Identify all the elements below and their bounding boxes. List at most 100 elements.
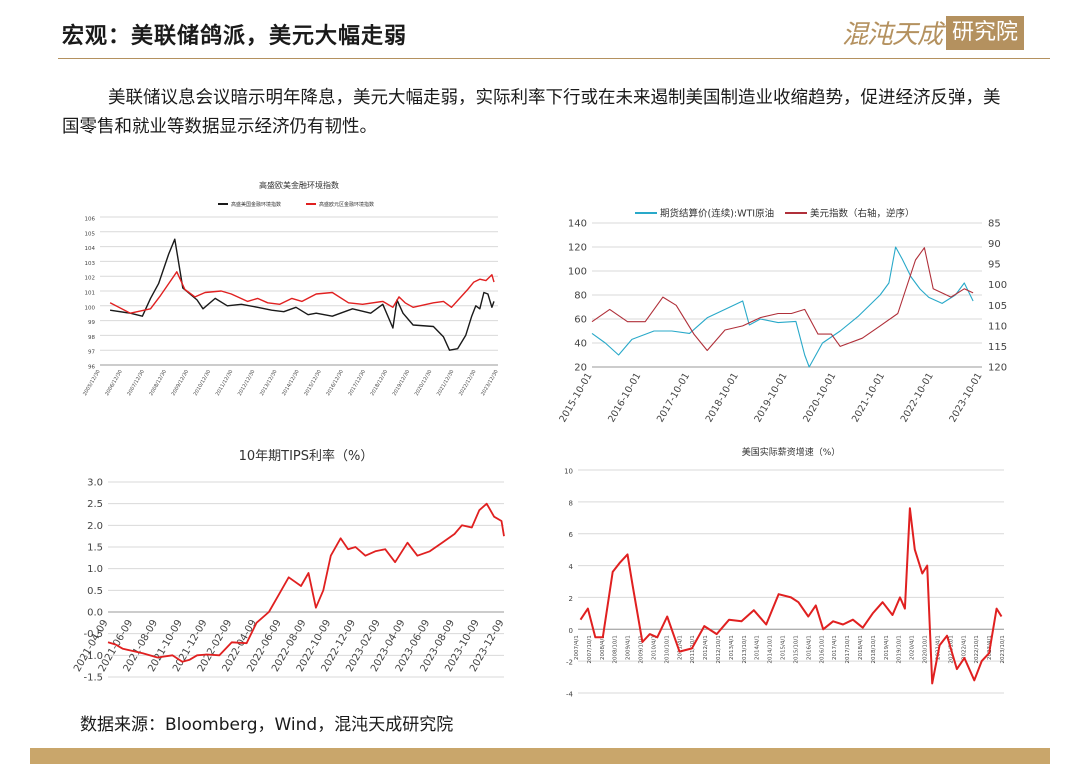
oil-usd-y2-tick: 100 (988, 280, 1007, 291)
wage-x-tick: 2019/10/1 (897, 635, 903, 663)
fci-series-line-1 (109, 238, 495, 351)
tips-y-tick: 2.0 (87, 521, 103, 532)
wage-x-tick: 2022/10/1 (974, 635, 980, 663)
footer-bar (30, 748, 1050, 764)
wage-x-tick: 2012/10/1 (716, 635, 722, 663)
fci-y-tick: 101 (85, 291, 96, 297)
oil-usd-y2-tick: 85 (988, 219, 1001, 230)
fci-legend-label-2: 高盛欧元区金融环境指数 (319, 201, 374, 208)
wage-x-tick: 2022/4/1 (961, 635, 967, 660)
wage-x-tick: 2013/4/1 (729, 635, 735, 660)
wage-x-tick: 2019/4/1 (884, 635, 890, 660)
oil-usd-legend-label-1: 期货结算价(连续):WTI原油 (660, 207, 774, 219)
oil-usd-y2-tick: 115 (988, 342, 1007, 353)
fci-y-tick: 100 (85, 305, 96, 311)
page-title: 宏观：美联储鸽派，美元大幅走弱 (62, 24, 408, 49)
tips-y-tick: 2.5 (87, 499, 103, 510)
wage-x-tick: 2023/10/1 (1000, 635, 1006, 663)
fci-x-tick: 2014/12/30 (281, 369, 301, 397)
wage-x-tick: 2014/4/1 (755, 635, 761, 660)
wage-x-tick: 2010/4/1 (651, 635, 657, 660)
oil-usd-y-tick: 120 (568, 243, 587, 254)
oil-usd-x-tick: 2016-10-01 (606, 371, 643, 424)
fci-x-tick: 2022/12/30 (458, 369, 478, 397)
fci-title: 高盛欧美金融环境指数 (259, 180, 339, 190)
oil-usd-y2-tick: 95 (988, 260, 1001, 271)
wage-x-tick: 2018/4/1 (858, 635, 864, 660)
wage-title: 美国实际薪资增速（%） (742, 446, 841, 458)
brand-logo-script: 混沌天成 (841, 20, 943, 50)
oil-usd-y-tick: 140 (568, 219, 587, 230)
fci-x-tick: 2011/12/30 (215, 369, 235, 397)
wage-x-tick: 2009/4/1 (626, 635, 632, 660)
fci-x-tick: 2017/12/30 (347, 369, 367, 397)
fci-x-tick: 2018/12/30 (370, 369, 390, 397)
fci-x-tick: 2016/12/30 (325, 369, 345, 397)
oil-usd-x-tick: 2022-10-01 (899, 371, 936, 424)
fci-x-tick: 2006/12/30 (104, 369, 124, 397)
wage-x-tick: 2015/10/1 (793, 635, 799, 663)
wage-x-tick: 2017/10/1 (845, 635, 851, 663)
oil-usd-y2-tick: 90 (988, 239, 1001, 250)
fci-x-tick: 2013/12/30 (259, 369, 279, 397)
wage-x-tick: 2016/10/1 (819, 635, 825, 663)
fci-x-tick: 2010/12/30 (193, 369, 213, 397)
oil-usd-y-tick: 40 (574, 339, 587, 350)
wage-x-tick: 2011/4/1 (677, 635, 683, 660)
oil-usd-y-tick: 20 (574, 363, 587, 374)
tips-series-line-1 (107, 502, 505, 663)
oil-usd-x-tick: 2018-10-01 (704, 371, 741, 424)
wage-y-tick: 4 (569, 563, 574, 571)
fci-x-tick: 2007/12/30 (126, 369, 146, 397)
wage-y-tick: 0 (569, 627, 573, 635)
oil-usd-y-tick: 60 (574, 315, 587, 326)
brand-logo-box: 研究院 (945, 15, 1024, 50)
fci-y-tick: 98 (88, 335, 95, 341)
oil-usd-y2-tick: 110 (988, 321, 1007, 332)
oil-usd-y2-tick: 105 (988, 301, 1007, 312)
chart-fci: 高盛欧美金融环境指数106105104103102101100999897962… (82, 180, 500, 397)
tips-y-tick: 1.0 (87, 564, 103, 575)
wage-x-tick: 2013/10/1 (742, 635, 748, 663)
chart-oil-usd: 140 120 100 80 60 40 20 85 90 95 100 105 110 115 120 20… (557, 207, 1007, 424)
fci-y-tick: 105 (85, 231, 96, 237)
wage-y-tick: 6 (569, 531, 574, 539)
wage-x-tick: 2008/10/1 (613, 635, 619, 663)
oil-usd-legend-label-2: 美元指数（右轴，逆序） (810, 207, 915, 219)
oil-usd-series-line-2 (591, 247, 974, 352)
fci-x-tick: 2019/12/30 (392, 369, 412, 397)
wage-series-line-1 (579, 507, 1003, 685)
fci-x-tick: 2008/12/30 (148, 369, 168, 397)
wage-x-tick: 2011/10/1 (690, 635, 696, 663)
wage-x-tick: 2017/4/1 (832, 635, 838, 660)
header-divider (58, 58, 1050, 59)
fci-y-tick: 106 (85, 217, 96, 223)
fci-y-tick: 103 (85, 261, 96, 267)
wage-x-tick: 2012/4/1 (703, 635, 709, 660)
tips-title: 10年期TIPS利率（%） (239, 448, 374, 464)
fci-x-tick: 2005/12/30 (82, 369, 102, 397)
wage-y-tick: 10 (564, 468, 573, 476)
fci-y-tick: 99 (88, 320, 95, 326)
wage-y-tick: 8 (569, 499, 573, 507)
fci-x-tick: 2021/12/30 (436, 369, 456, 397)
wage-x-tick: 2015/4/1 (781, 635, 787, 660)
wage-x-tick: 2007/10/1 (587, 635, 593, 663)
oil-usd-x-tick: 2015-10-01 (557, 371, 594, 424)
wage-x-tick: 2009/10/1 (639, 635, 645, 663)
tips-y-tick: -1.5 (83, 673, 103, 684)
wage-x-tick: 2016/4/1 (806, 635, 812, 660)
fci-y-tick: 104 (85, 246, 96, 252)
oil-usd-x-tick: 2023-10-01 (947, 371, 984, 424)
wage-y-tick: -2 (566, 659, 573, 667)
tips-y-tick: 0.0 (87, 608, 103, 619)
oil-usd-x-tick: 2019-10-01 (752, 371, 789, 424)
oil-usd-y2-tick: 120 (988, 363, 1007, 374)
fci-x-tick: 2023/12/30 (480, 369, 500, 397)
wage-y-tick: -4 (566, 691, 574, 699)
fci-x-tick: 2015/12/30 (303, 369, 323, 397)
wage-x-tick: 2014/10/1 (768, 635, 774, 663)
fci-y-tick: 96 (88, 365, 95, 371)
tips-y-tick: 3.0 (87, 478, 103, 489)
oil-usd-x-tick: 2021-10-01 (850, 371, 887, 424)
